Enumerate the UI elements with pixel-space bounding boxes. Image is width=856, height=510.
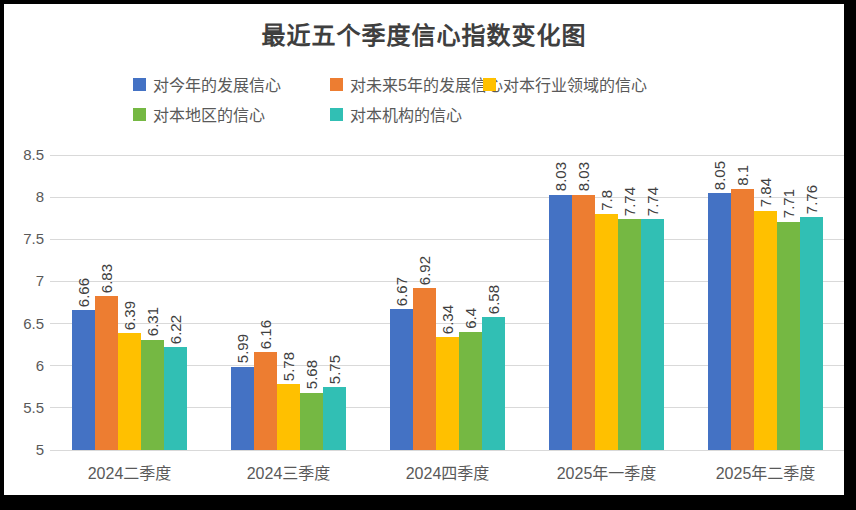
y-axis-label: 6.5 xyxy=(4,314,44,334)
chart-canvas: 最近五个季度信心指数变化图 对今年的发展信心对未来5年的发展信心对本行业领域的信… xyxy=(4,4,844,495)
bar-value-label: 7.8 xyxy=(597,190,617,211)
bar xyxy=(277,384,300,450)
bar-value-label: 5.68 xyxy=(302,360,322,389)
bar-value-label: 5.75 xyxy=(325,355,345,384)
bar xyxy=(459,332,482,450)
bar xyxy=(323,387,346,450)
legend: 对今年的发展信心 对未来5年的发展信心对本行业领域的信心对本地区的信心 对本机构的信… xyxy=(4,4,844,134)
x-axis-label: 2024四季度 xyxy=(368,460,527,482)
bar-value-label: 8.1 xyxy=(733,165,753,186)
bar-value-label: 6.58 xyxy=(484,285,504,314)
y-axis-label: 6 xyxy=(4,356,44,376)
plot-area: 6.666.836.396.316.22 5.996.165.785.685.75… xyxy=(50,155,844,450)
y-axis-label: 8.5 xyxy=(4,145,44,165)
bar-value-label: 8.03 xyxy=(551,162,571,191)
x-axis-label: 2024二季度 xyxy=(50,460,209,482)
legend-item: 对本地区的信心 xyxy=(133,100,265,128)
bar-value-label: 7.74 xyxy=(643,187,663,216)
bar xyxy=(436,337,459,450)
legend-swatch xyxy=(133,108,146,121)
bar-value-label: 5.78 xyxy=(279,352,299,381)
bar-value-label: 5.99 xyxy=(233,334,253,363)
x-axis-label: 2025年一季度 xyxy=(527,460,686,482)
bar xyxy=(300,393,323,450)
x-axis-label: 2024三季度 xyxy=(209,460,368,482)
bar-value-label: 6.34 xyxy=(438,305,458,334)
bar-value-label: 7.84 xyxy=(756,178,776,207)
bar xyxy=(72,310,95,450)
y-axis-label: 8 xyxy=(4,187,44,207)
bar xyxy=(164,347,187,450)
legend-item: 对今年的发展信心 xyxy=(133,70,281,98)
bar xyxy=(754,211,777,450)
bar xyxy=(118,333,141,450)
bar xyxy=(572,195,595,450)
legend-label: 对未来5年的发展信心 xyxy=(350,72,503,96)
bar xyxy=(618,219,641,450)
x-axis-label: 2025年二季度 xyxy=(686,460,844,482)
bar-value-label: 6.31 xyxy=(143,307,163,336)
chart-frame: 最近五个季度信心指数变化图 对今年的发展信心对未来5年的发展信心对本行业领域的信… xyxy=(0,0,856,510)
bar xyxy=(141,340,164,450)
y-axis-label: 5.5 xyxy=(4,398,44,418)
bar xyxy=(595,214,618,450)
bar xyxy=(482,317,505,450)
legend-item: 对未来5年的发展信心 xyxy=(330,70,503,98)
bar xyxy=(708,193,731,450)
bar-value-label: 7.71 xyxy=(779,189,799,218)
bar xyxy=(641,219,664,450)
legend-label: 对本行业领域的信心 xyxy=(503,72,647,96)
bar xyxy=(254,352,277,450)
y-axis-label: 7.5 xyxy=(4,229,44,249)
bar xyxy=(413,288,436,450)
bar-value-label: 6.4 xyxy=(461,308,481,329)
legend-swatch xyxy=(483,78,496,91)
legend-label: 对今年的发展信心 xyxy=(153,72,281,96)
bar-value-label: 7.76 xyxy=(802,185,822,214)
y-axis-label: 7 xyxy=(4,271,44,291)
bar-value-label: 6.16 xyxy=(256,320,276,349)
bar-value-label: 6.66 xyxy=(74,278,94,307)
legend-swatch xyxy=(330,108,343,121)
bar-value-label: 7.74 xyxy=(620,187,640,216)
bar xyxy=(731,189,754,450)
bar-value-label: 6.22 xyxy=(166,315,186,344)
bar-value-label: 6.83 xyxy=(97,264,117,293)
bar xyxy=(231,367,254,450)
legend-item: 对本机构的信心 xyxy=(330,100,462,128)
bar xyxy=(800,217,823,450)
bar-value-label: 6.92 xyxy=(415,256,435,285)
legend-label: 对本地区的信心 xyxy=(153,102,265,126)
y-axis-label: 5 xyxy=(4,440,44,460)
bar-value-label: 6.39 xyxy=(120,301,140,330)
legend-label: 对本机构的信心 xyxy=(350,102,462,126)
bar-value-label: 8.03 xyxy=(574,162,594,191)
legend-item: 对本行业领域的信心 xyxy=(483,70,647,98)
bar-value-label: 8.05 xyxy=(710,161,730,190)
bar xyxy=(777,222,800,450)
legend-swatch xyxy=(133,78,146,91)
bar xyxy=(95,296,118,450)
bar xyxy=(390,309,413,450)
bar-value-label: 6.67 xyxy=(392,277,412,306)
bar xyxy=(549,195,572,450)
gridline xyxy=(50,155,844,156)
legend-swatch xyxy=(330,78,343,91)
